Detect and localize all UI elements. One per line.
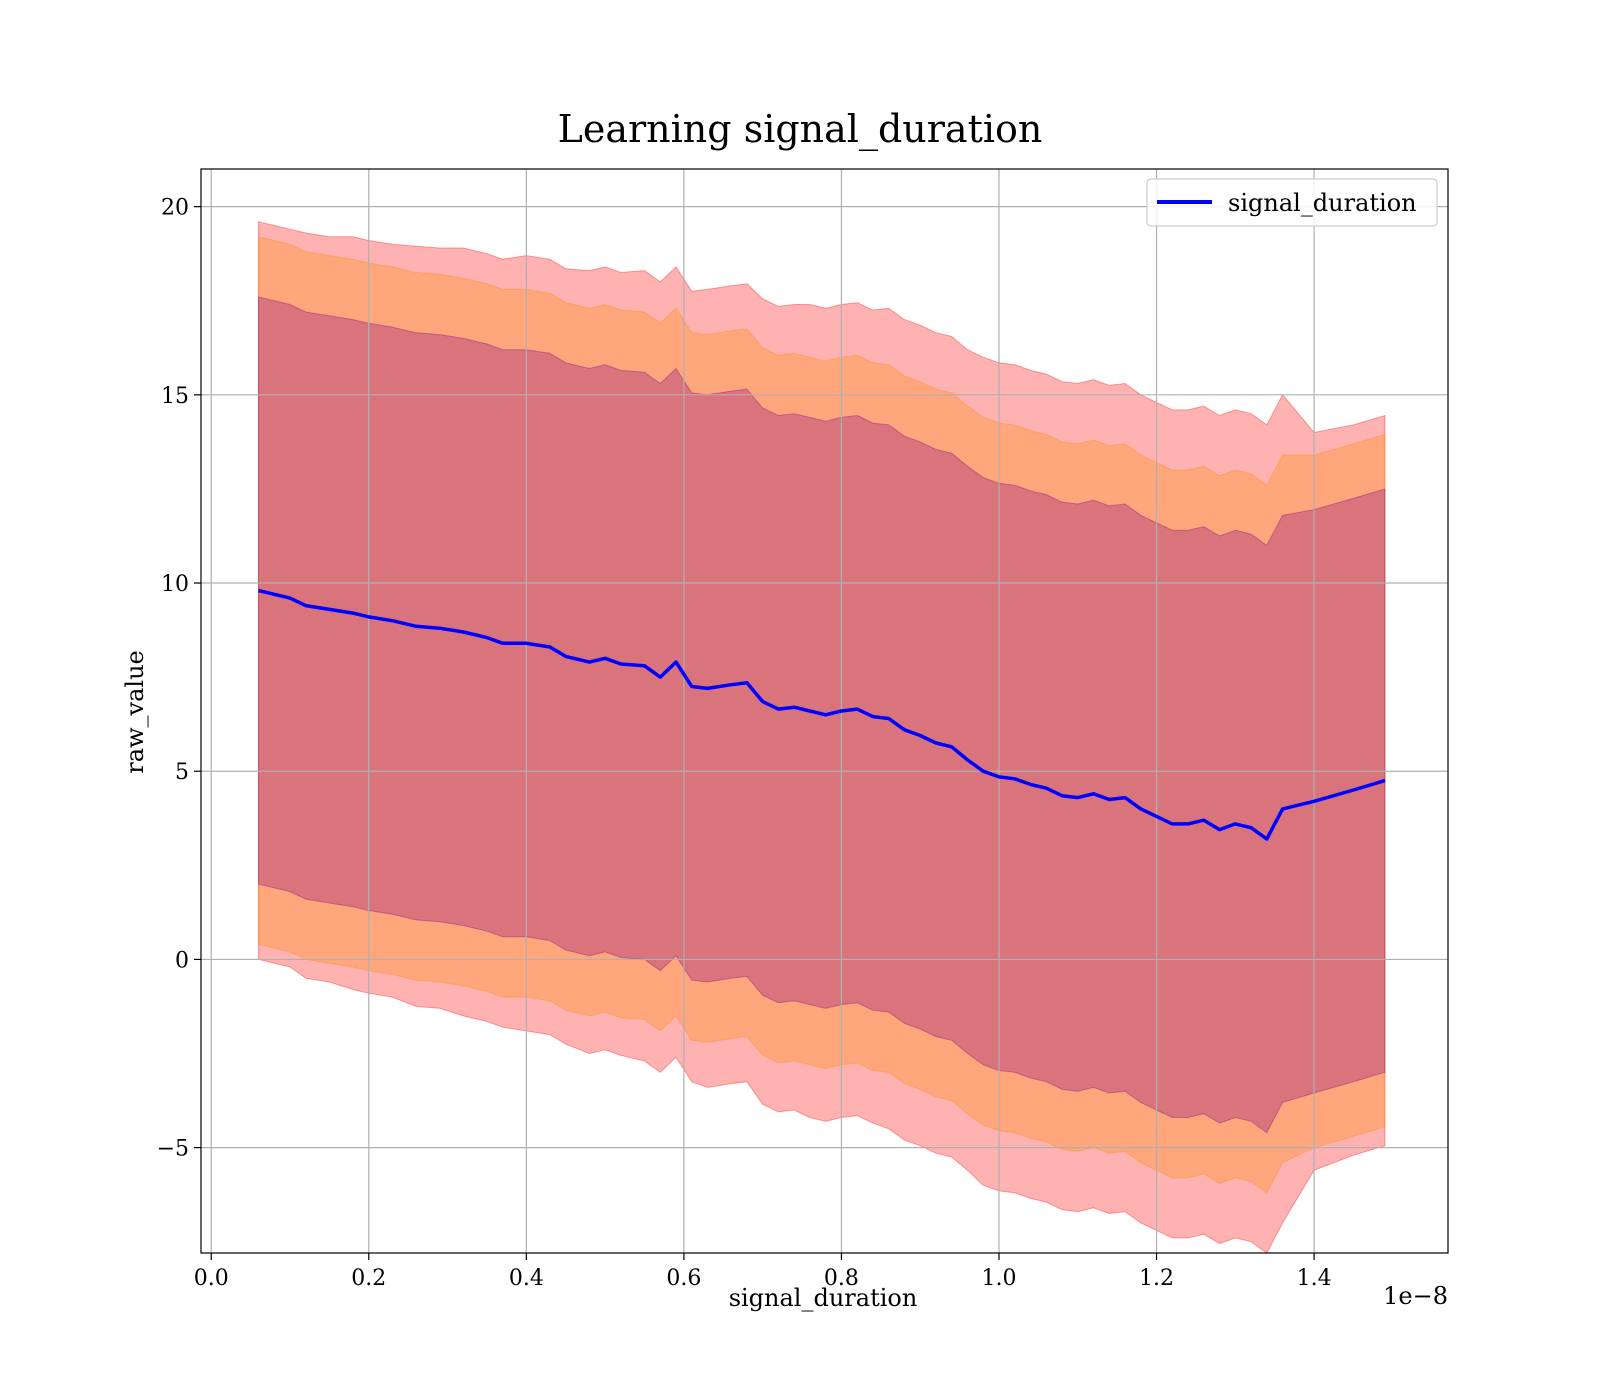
x-tick-label: 0.0 bbox=[194, 1266, 229, 1291]
x-tick-label: 0.6 bbox=[666, 1266, 701, 1291]
x-tick-label: 0.2 bbox=[351, 1266, 386, 1291]
plot-background bbox=[201, 169, 1448, 1253]
x-tick-label: 1.2 bbox=[1139, 1266, 1174, 1291]
y-tick-label: 20 bbox=[161, 196, 189, 221]
legend-frame bbox=[1146, 178, 1438, 227]
series-line-signal-duration bbox=[258, 588, 1386, 841]
legend-label: signal_duration bbox=[1228, 189, 1417, 217]
x-tick-label: 0.8 bbox=[824, 1266, 859, 1291]
x-axis-offset-label: 1e−8 bbox=[1383, 1282, 1448, 1310]
y-tick-label: −5 bbox=[157, 1137, 189, 1162]
y-tick-label: 5 bbox=[175, 760, 189, 785]
x-tick-label: 1.0 bbox=[981, 1266, 1016, 1291]
y-tick-label: 0 bbox=[175, 948, 189, 973]
confidence-band-3std bbox=[258, 221, 1386, 1254]
legend: signal_duration bbox=[1146, 178, 1438, 227]
x-axis-label: signal_duration bbox=[729, 1284, 918, 1312]
y-tick-label: 15 bbox=[161, 384, 189, 409]
x-tick-label: 0.4 bbox=[509, 1266, 544, 1291]
plot-area: 0.0 0.2 0.4 0.6 0.8 1.0 1.2 1.4 −5 0 5 10 15 20 bbox=[157, 168, 1449, 1291]
y-tick-label: 10 bbox=[161, 572, 189, 597]
chart-title: Learning signal_duration bbox=[558, 107, 1043, 152]
x-tick-label: 1.4 bbox=[1297, 1266, 1332, 1291]
axes-frame bbox=[200, 168, 1449, 1254]
y-axis-label: raw_value bbox=[121, 650, 149, 774]
